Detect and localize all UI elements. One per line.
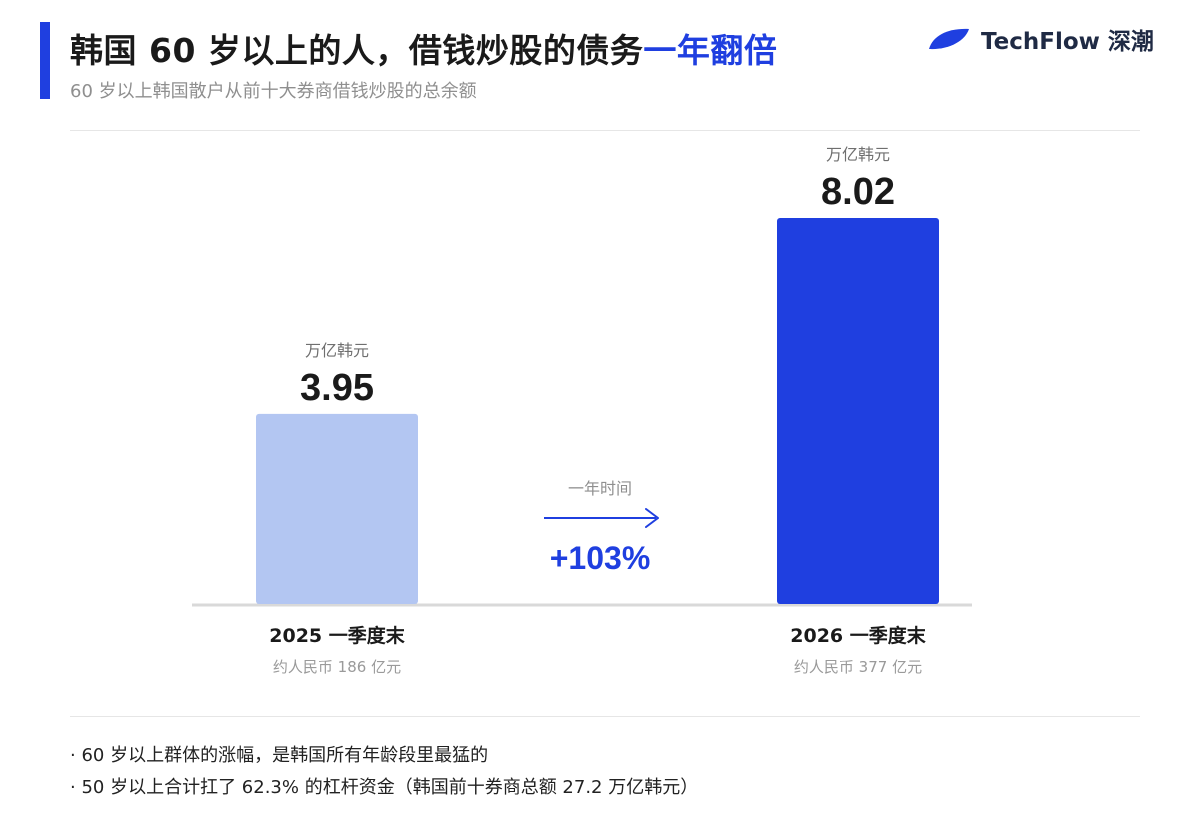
title-accent-bar [40,22,50,99]
brand-name: TechFlow 深潮 [981,29,1154,55]
data-label-1: 3.95 [300,367,374,409]
category-sublabel-2: 约人民币 377 亿元 [794,658,922,676]
notes-list: · 60 岁以上群体的涨幅，是韩国所有年龄段里最猛的 · 50 岁以上合计扛了 … [70,740,698,804]
annotation-label: 一年时间 [568,479,632,498]
header-divider [70,130,1140,131]
note-item-2: · 50 岁以上合计扛了 62.3% 的杠杆资金（韩国前十券商总额 27.2 万… [70,777,699,798]
category-label-1: 2025 一季度末 [269,624,405,647]
annotation-change: +103% [550,540,651,576]
unit-label-1: 万亿韩元 [305,341,369,360]
page-title: 韩国 60 岁以上的人，借钱炒股的债务一年翻倍 [70,24,777,72]
note-item-1: · 60 岁以上群体的涨幅，是韩国所有年龄段里最猛的 [70,745,489,766]
bar-2 [777,218,939,604]
brand-logo: TechFlow 深潮 [927,22,1154,56]
arrow-right-icon [645,508,659,528]
category-sublabel-1: 约人民币 186 亿元 [273,658,401,676]
title-main: 韩国 60 岁以上的人，借钱炒股的债务 [70,31,644,70]
bar-1 [256,413,418,604]
title-highlight: 一年翻倍 [643,31,778,70]
page-subtitle: 60 岁以上韩国散户从前十大券商借钱炒股的总余额 [70,81,477,102]
leaf-logo-icon [927,27,971,51]
data-label-2: 8.02 [821,171,895,213]
category-label-2: 2026 一季度末 [790,624,926,647]
unit-label-2: 万亿韩元 [826,145,890,164]
notes-divider [70,716,1140,717]
